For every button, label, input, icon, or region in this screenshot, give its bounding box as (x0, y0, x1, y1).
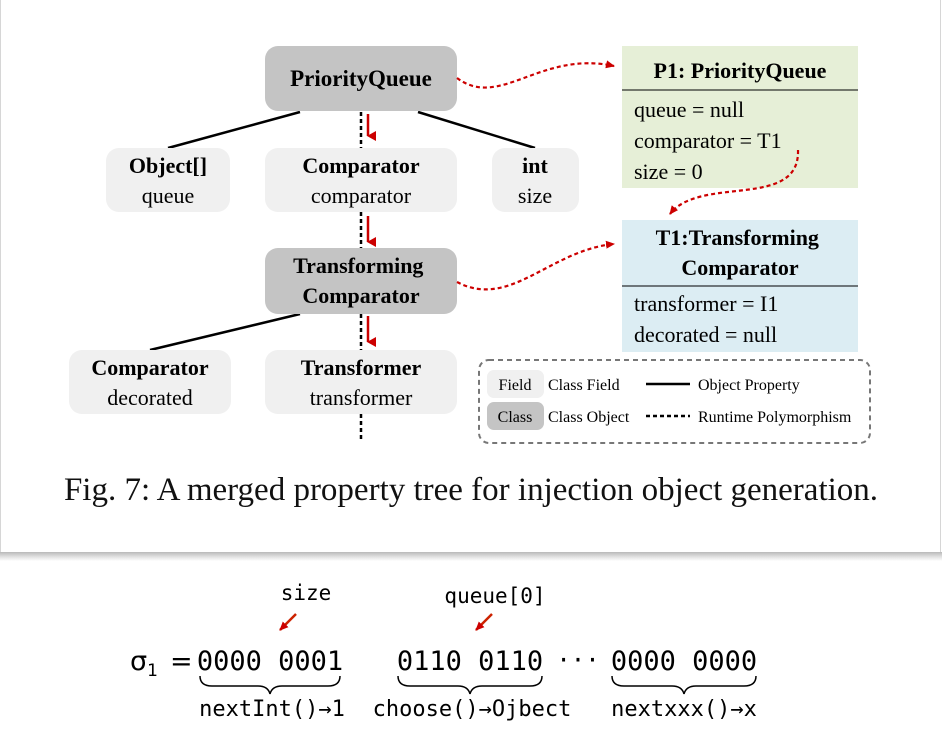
object-box-p1: P1: PriorityQueue queue = null comparato… (622, 46, 858, 188)
node-comparator-decorated: Comparator decorated (69, 350, 231, 414)
edge-pq-obj (167, 110, 301, 150)
equals-sign: = (170, 646, 193, 677)
node-cmp2-type: Comparator (91, 355, 209, 380)
p1-title: P1: PriorityQueue (654, 58, 827, 83)
legend-field-label: Class Field (548, 377, 620, 394)
connector-pq-p1 (456, 60, 615, 89)
legend-class-tag: Class (498, 409, 533, 426)
sequence-group-2: 0000 0000 (611, 646, 757, 677)
t1-title: T1:Transforming Comparator (656, 225, 825, 280)
edge-tc-cmp2 (149, 312, 301, 352)
p1-prop-0: queue = null (634, 97, 744, 122)
node-cmp-name: comparator (311, 183, 412, 208)
p1-prop-2: size = 0 (634, 159, 703, 184)
node-int-name: size (518, 183, 552, 208)
t1-prop-1: decorated = null (634, 322, 777, 347)
legend-dashed-label: Runtime Polymorphism (698, 409, 852, 426)
sequence-group-0: 0000 0001 (197, 646, 343, 677)
node-trans-name: transformer (310, 385, 413, 410)
node-transforming-comparator: Transforming Comparator (265, 248, 457, 314)
annotation-arrow-queue (475, 613, 493, 631)
figure-caption: Fig. 7: A merged property tree for injec… (64, 472, 878, 508)
tree-edges (149, 110, 536, 440)
sequence-call-2: nextxxx()→x (611, 697, 757, 722)
sequence-call-0: nextInt()→1 (199, 697, 345, 722)
sigma-label: σ1 (130, 646, 158, 681)
sequence-call-1: choose()→Ojbect (373, 697, 572, 722)
byte-sequence: size queue[0] σ1 = 0000 0001 0110 0110 ·… (130, 581, 757, 722)
legend-solid-label: Object Property (698, 377, 800, 394)
node-comparator: Comparator comparator (265, 148, 457, 212)
section-separator (0, 552, 942, 561)
connector-p1-t1 (669, 149, 800, 215)
node-obj-name: queue (142, 183, 195, 208)
sequence-annotation-size: size (281, 581, 332, 605)
right-border (940, 0, 941, 552)
left-border (0, 0, 1, 552)
node-cmp2-name: decorated (107, 385, 193, 410)
edge-pq-int (417, 110, 536, 150)
legend-field-swatch (487, 370, 544, 398)
red-connectors (456, 60, 800, 291)
brace-2 (611, 675, 757, 695)
brace-0 (199, 675, 341, 695)
legend-class-swatch (487, 402, 544, 430)
legend: Field Class Field Object Property Class … (478, 359, 871, 444)
node-tc-label: Transforming Comparator (293, 253, 429, 308)
sequence-annotation-queue: queue[0] (444, 584, 545, 608)
node-int-type: int (522, 153, 548, 178)
object-box-t1: T1:Transforming Comparator transformer =… (622, 220, 858, 352)
node-int: int size (492, 148, 579, 212)
node-object-array: Object[] queue (106, 148, 230, 212)
node-priority-queue: PriorityQueue (265, 46, 457, 111)
sequence-ellipsis: ··· (556, 646, 599, 674)
node-obj-type: Object[] (129, 153, 207, 178)
connector-tc-t1 (456, 240, 615, 291)
legend-field-tag: Field (499, 377, 532, 394)
node-transformer: Transformer transformer (265, 350, 457, 414)
p1-prop-1: comparator = T1 (634, 128, 782, 153)
brace-1 (397, 675, 543, 695)
legend-class-label: Class Object (548, 409, 630, 426)
node-cmp-type: Comparator (302, 153, 420, 178)
t1-prop-0: transformer = I1 (634, 291, 778, 316)
annotation-arrow-size (279, 613, 297, 631)
sequence-group-1: 0110 0110 (397, 646, 543, 677)
node-trans-type: Transformer (301, 355, 422, 380)
node-pq-label: PriorityQueue (290, 66, 432, 91)
